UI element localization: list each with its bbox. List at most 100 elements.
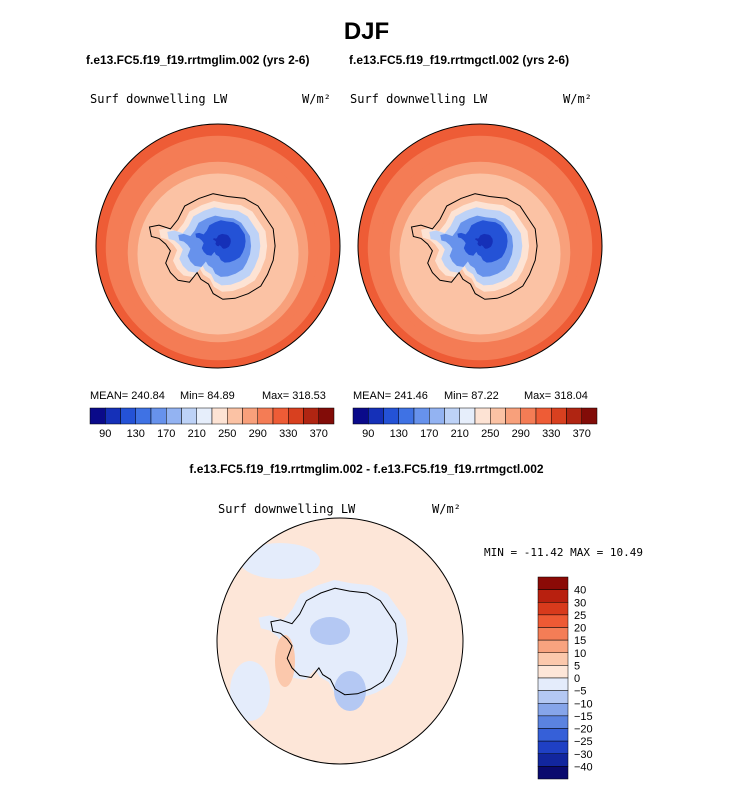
colorbar-swatch xyxy=(352,407,369,425)
panel-2-max: Max= 318.04 xyxy=(524,390,588,402)
panel-2-title: f.e13.FC5.f19_f19.rrtmgctl.002 (yrs 2-6) xyxy=(349,53,570,67)
figure-title: DJF xyxy=(343,18,390,45)
panel-2-units-label: W/m² xyxy=(563,92,592,106)
colorbar-tick-label: 170 xyxy=(157,428,175,440)
colorbar-swatch xyxy=(537,715,569,729)
colorbar-swatch xyxy=(413,407,430,425)
colorbar-tick-label: −20 xyxy=(574,724,593,736)
colorbar-swatch xyxy=(537,703,569,717)
colorbar-swatch xyxy=(318,407,335,425)
colorbar-tick-label: 330 xyxy=(542,428,560,440)
antarctica-coastline xyxy=(410,193,538,300)
diff-map-border xyxy=(216,517,464,765)
panel-1-map xyxy=(96,124,340,368)
diff-positive-patch xyxy=(275,635,295,687)
panel-1-max: Max= 318.53 xyxy=(262,390,326,402)
diff-map xyxy=(217,518,463,764)
panel-1-title: f.e13.FC5.f19_f19.rrtmglim.002 (yrs 2-6) xyxy=(86,53,310,67)
diff-negative-patch xyxy=(230,661,270,721)
colorbar-swatch xyxy=(581,407,598,425)
colorbar-tick-label: 290 xyxy=(249,428,267,440)
colorbar-tick-label: 330 xyxy=(279,428,297,440)
colorbar-swatch xyxy=(196,407,213,425)
field-contour-10 xyxy=(475,233,493,249)
colorbar-swatch xyxy=(520,407,537,425)
diff-negative-patch-strong xyxy=(310,617,350,645)
colorbar-tick-label: 130 xyxy=(127,428,145,440)
colorbar-swatch xyxy=(242,407,258,425)
panel-1-mean: MEAN= 240.84 xyxy=(90,390,165,402)
colorbar-tick-label: −5 xyxy=(574,686,587,698)
colorbar-tick-label: 210 xyxy=(451,428,469,440)
colorbar-swatch xyxy=(551,407,567,425)
colorbar-tick-label: 15 xyxy=(574,635,586,647)
colorbar-swatch xyxy=(537,690,569,704)
panel-2-map xyxy=(358,124,602,368)
colorbar-swatch xyxy=(150,407,167,425)
colorbar-tick-label: −15 xyxy=(574,711,593,723)
colorbar-swatch xyxy=(288,407,304,425)
colorbar-tick-label: 170 xyxy=(420,428,438,440)
colorbar-swatch xyxy=(429,407,445,425)
colorbar-swatch xyxy=(537,677,569,691)
colorbar-tick-label: 90 xyxy=(362,428,374,440)
colorbar-swatch xyxy=(537,665,569,679)
colorbar-swatch xyxy=(535,407,552,425)
panel-1-map-border xyxy=(95,123,341,369)
panel-1-colorbar: 90 130 170 210 250 290 330 370 xyxy=(89,407,335,440)
colorbar-swatch xyxy=(398,407,415,425)
colorbar-swatch xyxy=(444,407,460,425)
colorbar-tick-label: 370 xyxy=(573,428,591,440)
panel-1-variable-label: Surf downwelling LW xyxy=(90,92,228,106)
colorbar-swatch xyxy=(368,407,384,425)
colorbar-swatch xyxy=(135,407,152,425)
colorbar-tick-label: 25 xyxy=(574,610,586,622)
panel-2-mean: MEAN= 241.46 xyxy=(353,390,428,402)
panel-2-map-border xyxy=(357,123,603,369)
colorbar-tick-label: 290 xyxy=(512,428,530,440)
colorbar-swatch xyxy=(227,407,243,425)
colorbar-swatch xyxy=(211,407,228,425)
antarctica-coastline xyxy=(270,587,399,696)
colorbar-swatch xyxy=(474,407,491,425)
colorbar-swatch xyxy=(303,407,319,425)
colorbar-tick-label: −30 xyxy=(574,749,593,761)
antarctica-coastline xyxy=(148,193,276,300)
panel-2-variable-label: Surf downwelling LW xyxy=(350,92,488,106)
colorbar-tick-label: 5 xyxy=(574,660,580,672)
colorbar-tick-label: 370 xyxy=(310,428,328,440)
colorbar-tick-label: 250 xyxy=(481,428,499,440)
colorbar-tick-label: 30 xyxy=(574,597,586,609)
colorbar-tick-label: 250 xyxy=(218,428,236,440)
colorbar-swatch xyxy=(257,407,274,425)
colorbar-tick-label: −10 xyxy=(574,698,593,710)
colorbar-swatch xyxy=(272,407,289,425)
colorbar-swatch xyxy=(537,766,569,780)
colorbar-swatch xyxy=(89,407,106,425)
colorbar-swatch xyxy=(537,652,569,666)
diff-negative-patch-strong xyxy=(334,671,366,711)
colorbar-tick-label: 130 xyxy=(390,428,408,440)
panel-2-colorbar: 90 130 170 210 250 290 330 370 xyxy=(352,407,598,440)
colorbar-swatch xyxy=(120,407,136,425)
colorbar-swatch xyxy=(181,407,197,425)
colorbar-swatch xyxy=(537,576,569,590)
colorbar-swatch xyxy=(537,627,569,641)
colorbar-swatch xyxy=(490,407,506,425)
colorbar-tick-label: 90 xyxy=(99,428,111,440)
colorbar-tick-label: 0 xyxy=(574,673,580,685)
colorbar-tick-label: −25 xyxy=(574,736,593,748)
colorbar-swatch xyxy=(166,407,182,425)
colorbar-swatch xyxy=(537,602,569,616)
colorbar-swatch xyxy=(383,407,399,425)
panel-1-min: Min= 84.89 xyxy=(180,390,235,402)
colorbar-swatch xyxy=(505,407,521,425)
colorbar-swatch xyxy=(566,407,582,425)
colorbar-swatch xyxy=(537,614,569,628)
diff-variable-label: Surf downwelling LW xyxy=(218,502,356,516)
diff-min-max: MIN = -11.42 MAX = 10.49 xyxy=(484,546,643,559)
diff-panel-title: f.e13.FC5.f19_f19.rrtmglim.002 - f.e13.F… xyxy=(189,462,544,476)
colorbar-tick-label: −40 xyxy=(574,761,593,773)
